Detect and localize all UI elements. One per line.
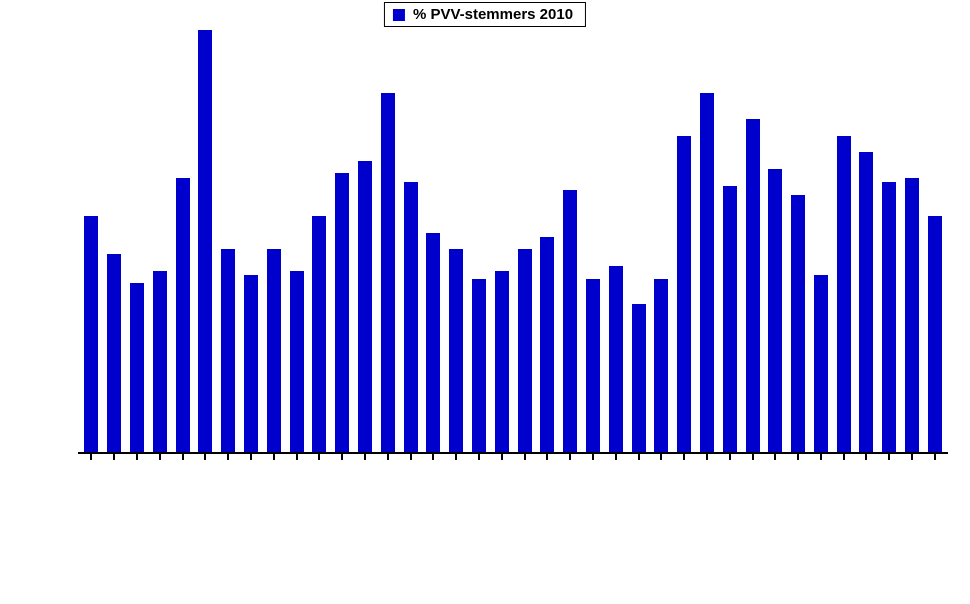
bar-slot [103,30,126,452]
bar [130,283,144,452]
bar [358,161,372,452]
bar [176,178,190,452]
bar-slot [878,30,901,452]
bar [244,275,258,452]
bar-slot [148,30,171,452]
bar-slot [832,30,855,452]
bar [267,249,281,452]
bar-slot [194,30,217,452]
bar-slot [901,30,924,452]
bar-slot [376,30,399,452]
bar [84,216,98,452]
bar-slot [741,30,764,452]
bar [153,271,167,452]
bar [198,30,212,452]
bar [723,186,737,452]
chart-legend: % PVV-stemmers 2010 [384,2,586,27]
bar [381,93,395,452]
bar [632,304,646,452]
bar-slot [262,30,285,452]
bar-slot [787,30,810,452]
bar [540,237,554,452]
bar-slot [217,30,240,452]
bar [221,249,235,452]
bar [768,169,782,452]
bar [609,266,623,452]
bar-slot [308,30,331,452]
bar [472,279,486,452]
bar [677,136,691,453]
bar [586,279,600,452]
bar-slot [696,30,719,452]
bar-slot [810,30,833,452]
bar [495,271,509,452]
bar [107,254,121,452]
bar [700,93,714,452]
bar-slot [126,30,149,452]
bar-slot [285,30,308,452]
bar [518,249,532,452]
bar-slot [764,30,787,452]
bar-slot [490,30,513,452]
bar-slot [582,30,605,452]
bar [746,119,760,452]
bar [928,216,942,452]
bar [837,136,851,453]
bar-slot [604,30,627,452]
bar [290,271,304,452]
bar [426,233,440,452]
bar-slot [513,30,536,452]
bar-slot [923,30,946,452]
bar-slot [468,30,491,452]
bar-slot [536,30,559,452]
bar [905,178,919,452]
bar [404,182,418,452]
x-axis [78,452,948,454]
bar-slot [240,30,263,452]
bar-slot [718,30,741,452]
bar [335,173,349,452]
bars-group [78,30,948,452]
bar [791,195,805,452]
bar-slot [445,30,468,452]
bar [859,152,873,452]
bar [312,216,326,452]
bar [882,182,896,452]
bar [654,279,668,452]
bar-slot [855,30,878,452]
bar [814,275,828,452]
bar-slot [399,30,422,452]
bar-slot [559,30,582,452]
bar-slot [673,30,696,452]
legend-label: % PVV-stemmers 2010 [413,6,573,23]
bar-slot [422,30,445,452]
bar-slot [331,30,354,452]
legend-swatch [393,9,405,21]
bar [449,249,463,452]
plot-area [78,30,948,454]
chart-container: % PVV-stemmers 2010 [0,0,970,604]
bar [563,190,577,452]
bar-slot [171,30,194,452]
bar-slot [80,30,103,452]
bar-slot [650,30,673,452]
bar-slot [627,30,650,452]
bar-slot [354,30,377,452]
